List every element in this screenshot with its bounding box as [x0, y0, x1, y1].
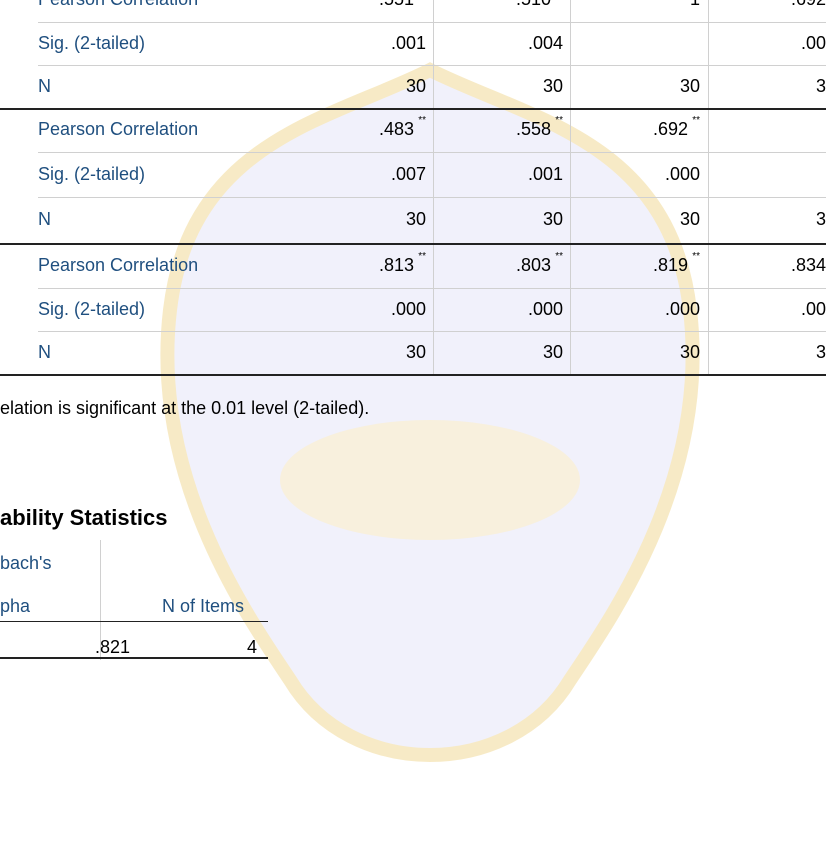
cell: 1 — [690, 0, 700, 10]
cell: 30 — [406, 342, 426, 363]
cell: 30 — [680, 342, 700, 363]
row-label: Sig. (2-tailed) — [38, 299, 145, 320]
cell: 30 — [543, 209, 563, 230]
cell: .803 — [516, 255, 551, 276]
rule — [0, 108, 826, 110]
cell: .000 — [665, 299, 700, 320]
flag: ** — [555, 251, 563, 262]
row-label: Pearson Correlation — [38, 119, 198, 140]
divider — [570, 0, 571, 374]
cell: 3 — [816, 342, 826, 363]
flag: ** — [555, 115, 563, 126]
rule — [0, 374, 826, 376]
cell: .510 — [516, 0, 551, 10]
rule — [38, 331, 826, 332]
cell: 30 — [680, 76, 700, 97]
row-label: Sig. (2-tailed) — [38, 33, 145, 54]
cell: 3 — [816, 209, 826, 230]
cell: .558 — [516, 119, 551, 140]
row-label: N — [38, 342, 51, 363]
header-cell: pha — [0, 596, 30, 617]
cell: .00 — [801, 299, 826, 320]
row-label: Pearson Correlation — [38, 255, 198, 276]
row-label: N — [38, 209, 51, 230]
cell: .692 — [653, 119, 688, 140]
cell: 30 — [543, 342, 563, 363]
cell: .00 — [801, 33, 826, 54]
flag: ** — [418, 251, 426, 262]
cell: .692 — [791, 0, 826, 10]
cell: 30 — [680, 209, 700, 230]
page: elation is significant at the 0.01 level… — [0, 0, 826, 855]
rule — [0, 621, 268, 622]
flag: ** — [418, 115, 426, 126]
divider — [433, 0, 434, 374]
cell: 4 — [247, 637, 257, 658]
cell: 30 — [406, 76, 426, 97]
flag: ** — [692, 115, 700, 126]
cell: .001 — [391, 33, 426, 54]
cell: .551 — [379, 0, 414, 10]
rule — [38, 22, 826, 23]
cell: .821 — [95, 637, 130, 658]
divider — [708, 0, 709, 374]
row-label: Pearson Correlation — [38, 0, 198, 10]
cell: .001 — [528, 164, 563, 185]
reliability-title: ability Statistics — [0, 505, 168, 531]
footnote: elation is significant at the 0.01 level… — [0, 398, 369, 419]
rule — [38, 197, 826, 198]
header-cell: bach's — [0, 553, 51, 574]
cell: 3 — [816, 76, 826, 97]
rule — [38, 65, 826, 66]
flag: ** — [692, 251, 700, 262]
cell: .000 — [665, 164, 700, 185]
row-label: N — [38, 76, 51, 97]
cell: .004 — [528, 33, 563, 54]
cell: .000 — [528, 299, 563, 320]
cell: .007 — [391, 164, 426, 185]
cell: 30 — [406, 209, 426, 230]
cell: .834 — [791, 255, 826, 276]
rule — [38, 288, 826, 289]
cell: .819 — [653, 255, 688, 276]
rule — [0, 657, 268, 659]
rule — [0, 243, 826, 245]
header-cell: N of Items — [162, 596, 244, 617]
cell: .813 — [379, 255, 414, 276]
watermark — [150, 60, 710, 820]
rule — [38, 152, 826, 153]
cell: .000 — [391, 299, 426, 320]
cell: 30 — [543, 76, 563, 97]
row-label: Sig. (2-tailed) — [38, 164, 145, 185]
cell: .483 — [379, 119, 414, 140]
